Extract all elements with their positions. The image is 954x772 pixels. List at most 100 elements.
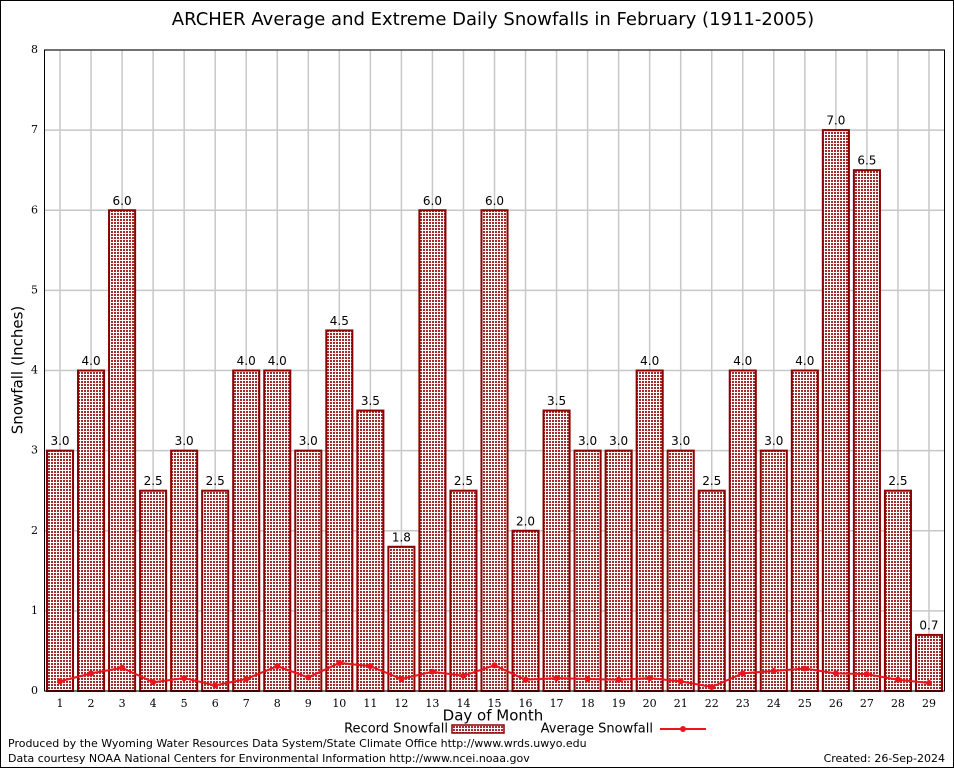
average-marker (212, 682, 219, 689)
bar (759, 449, 788, 692)
average-marker (615, 676, 622, 683)
value-label: 6.0 (485, 194, 504, 208)
value-label: 2.5 (206, 474, 225, 488)
legend-swatch (451, 724, 505, 734)
average-marker (925, 679, 932, 686)
x-tick-label: 21 (674, 697, 688, 710)
average-marker (274, 663, 281, 670)
value-label: 0.7 (919, 618, 938, 632)
x-tick-label: 11 (363, 697, 377, 710)
average-marker (863, 671, 870, 678)
average-marker (181, 675, 188, 682)
bar (263, 369, 292, 692)
value-label: 3.0 (578, 434, 597, 448)
value-label: 3.0 (175, 434, 194, 448)
value-label: 4.0 (82, 354, 101, 368)
average-marker (88, 670, 95, 677)
x-tick-label: 22 (705, 697, 719, 710)
bar (666, 449, 695, 692)
x-tick-label: 26 (829, 697, 843, 710)
value-label: 4.0 (237, 354, 256, 368)
bar (325, 329, 354, 692)
legend-label: Average Snowfall (541, 722, 653, 737)
value-label: 2.0 (516, 514, 535, 528)
bar (139, 489, 168, 692)
average-marker (398, 675, 405, 682)
x-tick-label: 27 (860, 697, 874, 710)
x-tick-label: 10 (332, 697, 346, 710)
x-tick-label: 12 (394, 697, 408, 710)
x-tick-label: 17 (550, 697, 564, 710)
x-tick-label: 20 (643, 697, 657, 710)
average-marker (150, 679, 157, 686)
y-axis-label: Snowfall (Inches) (9, 306, 27, 434)
average-marker (739, 670, 746, 677)
bar (790, 369, 819, 692)
bar (635, 369, 664, 692)
bar (356, 409, 385, 692)
value-label: 3.5 (547, 394, 566, 408)
bar (418, 209, 447, 692)
y-tick-label: 5 (31, 283, 38, 296)
value-label: 1.8 (392, 530, 411, 544)
y-tick-label: 3 (31, 444, 38, 457)
x-tick-label: 24 (767, 697, 781, 710)
x-tick-label: 13 (425, 697, 439, 710)
footer-text: Data courtesy NOAA National Centers for … (8, 752, 530, 765)
bar (45, 449, 75, 692)
x-tick-label: 1 (57, 697, 64, 710)
bar (201, 489, 230, 692)
average-marker (646, 675, 653, 682)
average-marker (460, 672, 467, 679)
y-tick-label: 2 (31, 524, 38, 537)
x-tick-label: 6 (212, 697, 219, 710)
value-label: 7.0 (826, 114, 845, 128)
average-marker (677, 678, 684, 685)
bar (852, 169, 881, 692)
value-label: 6.0 (423, 194, 442, 208)
plot-border (44, 49, 945, 692)
average-marker (522, 676, 529, 683)
y-tick-label: 1 (31, 604, 38, 617)
y-tick-label: 7 (31, 123, 38, 136)
value-label: 3.0 (764, 434, 783, 448)
bar (511, 529, 540, 692)
y-tick-label: 0 (31, 684, 38, 697)
average-marker (119, 664, 126, 671)
value-label: 4.0 (640, 354, 659, 368)
value-label: 4.5 (330, 314, 349, 328)
legend-marker (680, 726, 686, 732)
footer-text: Produced by the Wyoming Water Resources … (8, 737, 587, 750)
x-tick-label: 4 (150, 697, 157, 710)
bar (77, 369, 106, 692)
x-tick-label: 28 (891, 697, 905, 710)
chart-title: ARCHER Average and Extreme Daily Snowfal… (172, 9, 814, 30)
y-tick-label: 8 (31, 43, 38, 56)
bar (232, 369, 261, 692)
x-tick-label: 5 (181, 697, 188, 710)
value-label: 2.5 (454, 474, 473, 488)
bar (387, 545, 416, 693)
average-marker (429, 668, 436, 675)
value-label: 4.0 (733, 354, 752, 368)
average-marker (708, 683, 715, 690)
footer-created: Created: 26-Sep-2024 (824, 752, 945, 765)
x-tick-label: 18 (581, 697, 595, 710)
bar (573, 449, 602, 692)
average-marker (57, 678, 64, 685)
x-tick-label: 23 (736, 697, 750, 710)
average-marker (584, 675, 591, 682)
bar (294, 449, 323, 692)
average-marker (894, 676, 901, 683)
value-label: 2.5 (144, 474, 163, 488)
bar (108, 209, 137, 692)
x-tick-label: 19 (612, 697, 626, 710)
x-axis-label: Day of Month (443, 707, 544, 725)
bar (883, 489, 912, 692)
average-marker (367, 663, 374, 670)
x-tick-label: 2 (88, 697, 95, 710)
x-tick-label: 7 (243, 697, 250, 710)
x-tick-label: 9 (305, 697, 312, 710)
x-tick-label: 29 (922, 697, 936, 710)
